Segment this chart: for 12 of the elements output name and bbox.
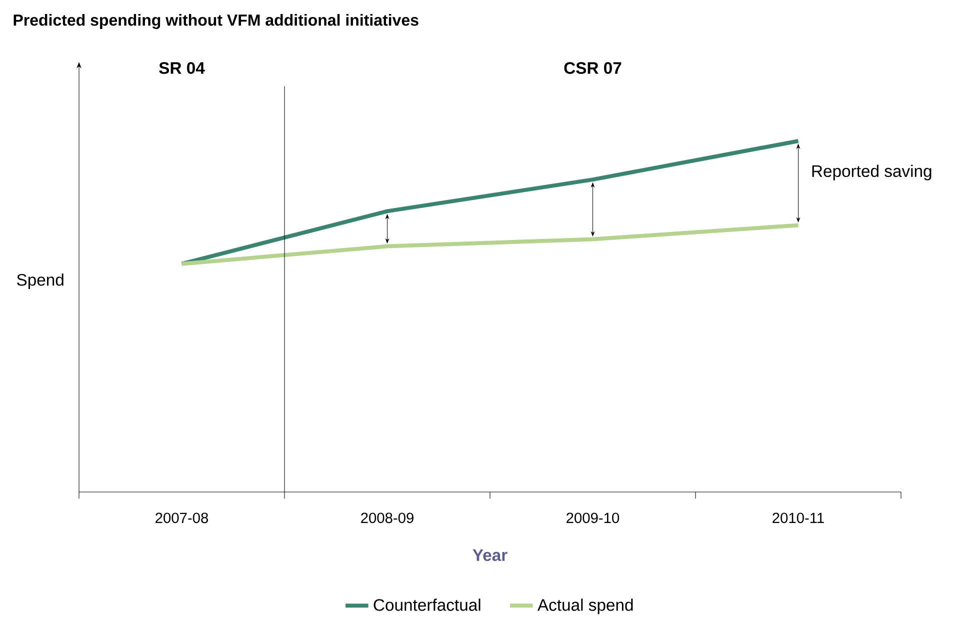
chart-title: Predicted spending without VFM additional initiatives [14, 14, 418, 29]
annotation: Reported saving [812, 164, 932, 180]
legend-label: Actual spend [537, 598, 633, 614]
legend-label: Counterfactual [374, 598, 480, 611]
text: CSR 07 [564, 62, 622, 74]
x-axis-title: Year [472, 549, 508, 562]
x-tick-label: 2008-09 [361, 512, 414, 524]
x-tick-label: 2009-10 [566, 512, 620, 524]
x-tick-label: 2007-08 [156, 512, 208, 524]
x-tick-label: 2010-11 [772, 512, 824, 524]
text: SR 04 [159, 62, 205, 74]
y-axis-title: Spend [17, 273, 64, 290]
